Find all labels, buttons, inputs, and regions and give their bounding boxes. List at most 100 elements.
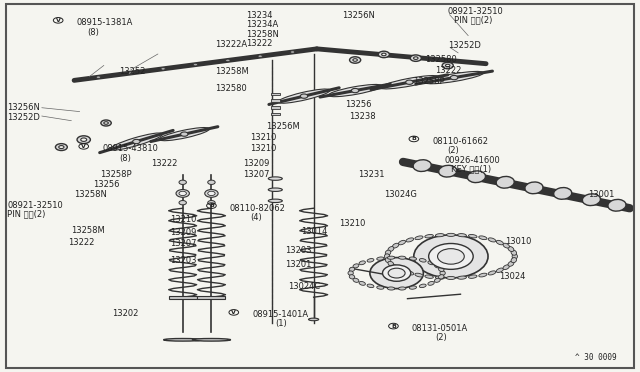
Ellipse shape (447, 233, 456, 237)
Ellipse shape (435, 264, 440, 268)
Text: 13201: 13201 (285, 260, 311, 269)
Ellipse shape (424, 71, 484, 84)
FancyBboxPatch shape (197, 296, 225, 299)
Ellipse shape (435, 278, 440, 282)
Text: 13024G: 13024G (384, 190, 417, 199)
Text: ^ 30 0009: ^ 30 0009 (575, 353, 617, 362)
Circle shape (370, 257, 423, 289)
Ellipse shape (388, 261, 394, 266)
Ellipse shape (554, 187, 572, 199)
Ellipse shape (308, 318, 319, 321)
Circle shape (378, 51, 389, 58)
Ellipse shape (425, 275, 433, 278)
Ellipse shape (440, 271, 445, 275)
Ellipse shape (479, 236, 487, 240)
Ellipse shape (367, 259, 374, 262)
Text: 13210: 13210 (170, 215, 196, 224)
Text: V: V (231, 310, 236, 315)
Ellipse shape (512, 254, 518, 259)
Text: 13001: 13001 (588, 190, 614, 199)
Ellipse shape (447, 276, 456, 279)
Circle shape (413, 57, 418, 60)
Circle shape (208, 180, 215, 185)
Text: 13210: 13210 (339, 219, 365, 228)
Text: 13207: 13207 (170, 239, 196, 248)
Ellipse shape (458, 234, 467, 237)
Ellipse shape (496, 240, 503, 245)
Text: (8): (8) (119, 154, 131, 163)
Ellipse shape (359, 282, 365, 285)
Text: B: B (391, 324, 396, 328)
Circle shape (406, 80, 413, 84)
Ellipse shape (428, 282, 434, 285)
Text: 08921-32510: 08921-32510 (448, 7, 504, 16)
Text: 13258N: 13258N (246, 29, 280, 39)
Text: 13222: 13222 (68, 238, 94, 247)
Ellipse shape (508, 247, 514, 251)
Text: 08915-43810: 08915-43810 (102, 144, 158, 153)
Text: B: B (209, 203, 214, 208)
Circle shape (81, 138, 86, 141)
Text: 13024: 13024 (499, 272, 525, 281)
Circle shape (353, 59, 357, 61)
Circle shape (349, 57, 361, 63)
Circle shape (77, 136, 90, 144)
Ellipse shape (458, 276, 467, 279)
Text: (4): (4) (250, 213, 262, 222)
Text: 08921-32510: 08921-32510 (7, 201, 63, 210)
Ellipse shape (438, 275, 444, 279)
Text: 13231: 13231 (358, 170, 385, 179)
Text: 13256: 13256 (93, 180, 120, 189)
Circle shape (129, 72, 133, 74)
Text: PIN ピン(2): PIN ピン(2) (7, 209, 45, 218)
Text: 13024C: 13024C (288, 282, 320, 291)
Ellipse shape (413, 160, 431, 171)
Text: 13222A: 13222A (214, 40, 247, 49)
Circle shape (383, 265, 411, 281)
Ellipse shape (419, 259, 426, 262)
Circle shape (132, 140, 140, 144)
Circle shape (208, 191, 215, 196)
Ellipse shape (438, 165, 457, 177)
Text: (8): (8) (87, 28, 99, 37)
Text: 08110-61662: 08110-61662 (433, 137, 488, 146)
Ellipse shape (419, 284, 426, 288)
Text: 13014: 13014 (301, 227, 327, 236)
Ellipse shape (349, 267, 355, 272)
Text: 00926-41600: 00926-41600 (445, 156, 500, 165)
Ellipse shape (425, 234, 433, 238)
Text: 13234: 13234 (246, 11, 273, 20)
Circle shape (56, 144, 67, 151)
Circle shape (291, 51, 295, 53)
Text: 13238: 13238 (349, 112, 376, 121)
Ellipse shape (479, 273, 487, 277)
FancyBboxPatch shape (271, 93, 280, 95)
Text: 13209: 13209 (243, 159, 269, 168)
Text: V: V (81, 144, 86, 149)
Circle shape (445, 64, 450, 67)
Ellipse shape (488, 271, 496, 275)
Ellipse shape (328, 84, 382, 97)
Ellipse shape (349, 275, 355, 279)
Text: 13256: 13256 (346, 100, 372, 109)
Circle shape (438, 248, 464, 264)
FancyBboxPatch shape (271, 99, 280, 102)
Text: (2): (2) (435, 333, 447, 343)
Text: (2): (2) (448, 146, 460, 155)
Ellipse shape (428, 261, 434, 265)
Text: 13210: 13210 (250, 144, 276, 153)
Text: 13256N: 13256N (7, 103, 40, 112)
Ellipse shape (385, 257, 391, 263)
Ellipse shape (392, 243, 399, 248)
Ellipse shape (438, 267, 444, 272)
Ellipse shape (380, 76, 438, 89)
Ellipse shape (503, 265, 509, 270)
Text: 13209: 13209 (170, 228, 196, 237)
Ellipse shape (348, 271, 353, 275)
Ellipse shape (278, 89, 330, 103)
Ellipse shape (406, 271, 413, 275)
Circle shape (179, 191, 186, 196)
Circle shape (59, 145, 64, 148)
Ellipse shape (399, 240, 406, 245)
Circle shape (208, 201, 215, 205)
